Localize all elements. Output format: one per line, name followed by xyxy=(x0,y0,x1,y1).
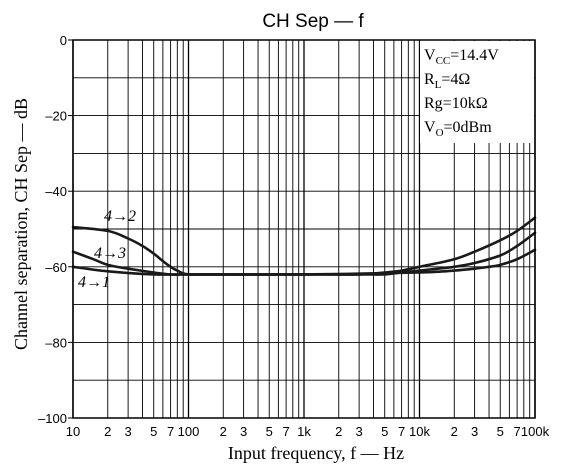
y-tick-label: –60 xyxy=(45,260,67,275)
condition-text: RL=4Ω xyxy=(424,71,470,91)
plot-frame xyxy=(72,39,536,419)
x-tick-label: 3 xyxy=(240,424,247,439)
x-tick-label: 2 xyxy=(220,424,227,439)
conditions-backdrop xyxy=(420,41,534,143)
x-tick-label: 3 xyxy=(471,424,478,439)
condition-text: VCC=14.4V xyxy=(424,47,499,67)
x-axis-label: Input frequency, f — Hz xyxy=(228,443,404,463)
x-tick-label: 5 xyxy=(266,424,273,439)
y-tick-label: –80 xyxy=(45,335,67,350)
series-lines xyxy=(71,216,537,276)
series-labels: 4→2 4→3 4→1 xyxy=(78,208,136,291)
x-tick-label: 5 xyxy=(381,424,388,439)
y-tick-label: –40 xyxy=(45,184,67,199)
y-tick-label: –100 xyxy=(38,411,67,426)
x-tick-label: 7 xyxy=(398,424,405,439)
x-tick-label: 3 xyxy=(355,424,362,439)
x-tick-label: 100k xyxy=(521,424,550,439)
x-tick-label: 7 xyxy=(513,424,520,439)
x-tick-label: 5 xyxy=(497,424,504,439)
series-label: 4→3 xyxy=(94,245,126,262)
x-tick-label: 1k xyxy=(297,424,311,439)
x-tick-label: 7 xyxy=(167,424,174,439)
x-tick-label: 2 xyxy=(335,424,342,439)
series-label: 4→2 xyxy=(104,208,136,225)
x-tick-label: 10k xyxy=(409,424,430,439)
y-axis-label: Channel separation, CH Sep — dB xyxy=(11,98,31,350)
x-tick-label: 5 xyxy=(150,424,157,439)
x-tick-label: 7 xyxy=(282,424,289,439)
series-label: 4→1 xyxy=(78,274,110,291)
condition-text: Rg=10kΩ xyxy=(424,95,488,112)
conditions-box: VCC=14.4V RL=4Ω Rg=10kΩ VO=0dBm xyxy=(420,41,534,143)
series-line xyxy=(71,248,537,276)
chart-title: CH Sep — f xyxy=(262,11,364,32)
x-tick-label: 2 xyxy=(451,424,458,439)
x-tick-label: 10 xyxy=(66,424,80,439)
x-tick-label: 2 xyxy=(104,424,111,439)
x-tick-label: 3 xyxy=(124,424,131,439)
y-tick-label: 0 xyxy=(60,33,67,48)
y-tick-label: –20 xyxy=(45,109,67,124)
x-tick-label: 100 xyxy=(178,424,200,439)
y-tick-labels: 0 –20 –40 –60 –80 –100 xyxy=(38,33,73,426)
condition-text: VO=0dBm xyxy=(424,119,492,139)
x-tick-labels: 10 2 3 5 7 100 2 3 5 7 1k 2 3 5 7 10k 2 3 5 7 100k xyxy=(66,424,550,439)
